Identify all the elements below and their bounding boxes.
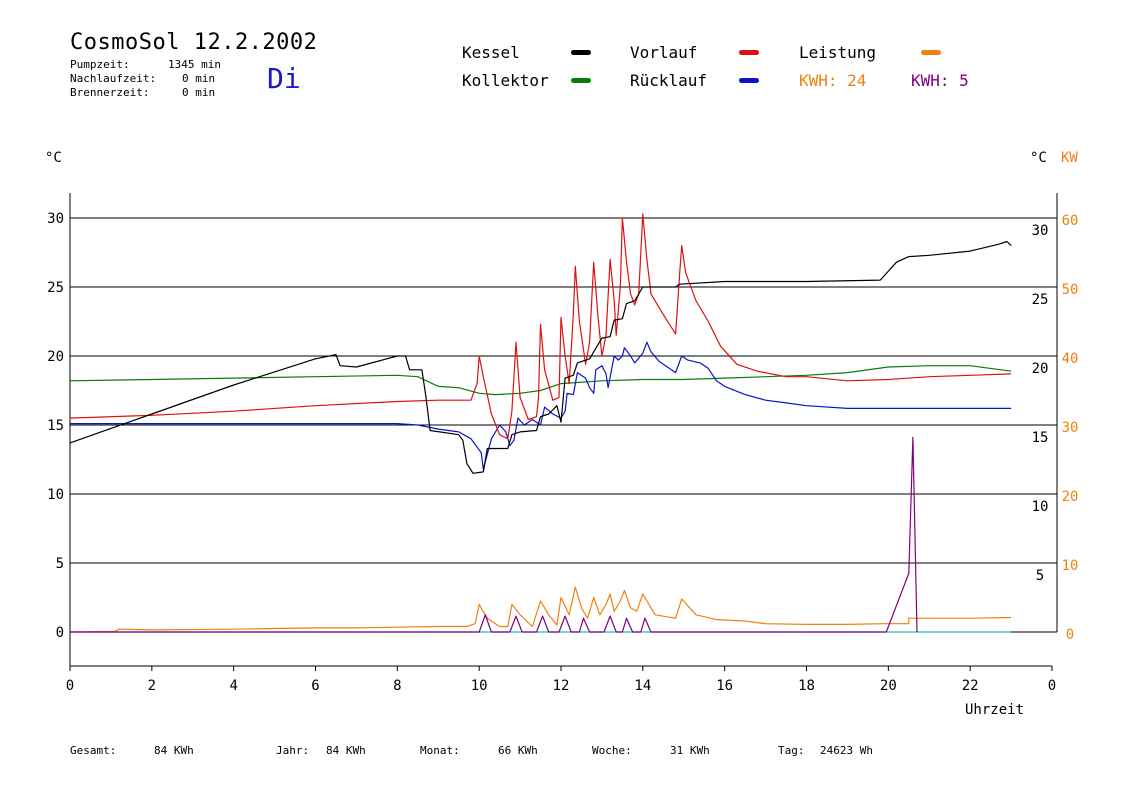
- left-tick-label: 20: [47, 349, 64, 365]
- nachlaufzeit-value: 0 min: [182, 72, 216, 85]
- legend-leistung: Leistung: [799, 43, 877, 62]
- series-line-kessel: [69, 240, 1012, 474]
- legend-kollektor: Kollektor: [462, 71, 549, 90]
- x-axis-label: Uhrzeit: [965, 702, 1025, 718]
- gesamt-label: Gesamt:: [70, 744, 117, 757]
- monat-label: Monat:: [420, 744, 460, 757]
- right-axis-unit: °C: [1030, 150, 1047, 166]
- right-temp-tick-label: 30: [1032, 223, 1049, 239]
- legend-kwh-second: KWH: 5: [911, 71, 969, 90]
- pumpzeit-label: Pumpzeit:: [70, 58, 130, 71]
- series-line-leistung: [69, 586, 1012, 633]
- right-kw-tick-label: 40: [1062, 351, 1079, 367]
- right-kw-tick-label: 30: [1062, 420, 1079, 436]
- series-line-vorlauf: [69, 213, 1012, 440]
- woche-value: 31 KWh: [670, 744, 710, 757]
- x-tick-label: 18: [798, 678, 815, 694]
- left-tick-label: 10: [47, 487, 64, 503]
- right-kw-tick-label: 60: [1062, 213, 1079, 229]
- left-tick-label: 0: [56, 625, 64, 641]
- legend-kessel-swatch: [571, 50, 591, 55]
- weekday-label: Di: [267, 62, 301, 95]
- x-tick-label: 14: [634, 678, 651, 694]
- left-axis-unit: °C: [45, 150, 62, 166]
- left-tick-label: 25: [47, 280, 64, 296]
- x-tick-label: 10: [471, 678, 488, 694]
- legend-kessel: Kessel: [462, 43, 520, 62]
- right-kw-tick-label: 0: [1066, 627, 1074, 643]
- series-line-kwh-5: [70, 436, 918, 633]
- x-tick-label: 6: [311, 678, 319, 694]
- nachlaufzeit-label: Nachlaufzeit:: [70, 72, 157, 85]
- brennerzeit-label: Brennerzeit:: [70, 86, 150, 99]
- x-tick-label: 12: [553, 678, 570, 694]
- x-tick-label: 20: [880, 678, 897, 694]
- right-kw-tick-label: 50: [1062, 282, 1079, 298]
- x-tick-label: 0: [1048, 678, 1056, 694]
- left-tick-label: 5: [56, 556, 64, 572]
- tag-label: Tag:: [778, 744, 805, 757]
- x-tick-label: 0: [66, 678, 74, 694]
- x-tick-label: 16: [716, 678, 733, 694]
- legend-ruecklauf-swatch: [739, 78, 759, 83]
- series-line-r-cklauf: [70, 341, 1012, 470]
- x-tick-label: 8: [393, 678, 401, 694]
- left-tick-label: 15: [47, 418, 64, 434]
- monat-value: 66 KWh: [498, 744, 538, 757]
- pumpzeit-value: 1345 min: [168, 58, 221, 71]
- right-temp-tick-label: 15: [1032, 430, 1049, 446]
- legend-vorlauf: Vorlauf: [630, 43, 698, 62]
- right-axis-unit-kw: KW: [1061, 150, 1078, 166]
- right-temp-tick-label: 5: [1036, 568, 1044, 584]
- legend-kollektor-swatch: [571, 78, 591, 83]
- right-temp-tick-label: 10: [1032, 499, 1049, 515]
- legend-ruecklauf: Rücklauf: [630, 71, 708, 90]
- jahr-value: 84 KWh: [326, 744, 366, 757]
- right-kw-tick-label: 20: [1062, 489, 1079, 505]
- right-kw-tick-label: 10: [1062, 558, 1079, 574]
- tag-value: 24623 Wh: [820, 744, 873, 757]
- right-temp-tick-label: 25: [1032, 292, 1049, 308]
- woche-label: Woche:: [592, 744, 632, 757]
- chart-title: CosmoSol 12.2.2002: [70, 30, 318, 55]
- legend-leistung-swatch: [921, 50, 941, 55]
- left-tick-label: 30: [47, 211, 64, 227]
- right-temp-tick-label: 20: [1032, 361, 1049, 377]
- x-tick-label: 2: [148, 678, 156, 694]
- series-line-kollektor: [69, 365, 1012, 396]
- x-tick-label: 22: [962, 678, 979, 694]
- jahr-label: Jahr:: [276, 744, 310, 757]
- gesamt-value: 84 KWh: [154, 744, 194, 757]
- x-tick-label: 4: [229, 678, 237, 694]
- legend-vorlauf-swatch: [739, 50, 759, 55]
- legend-kwh-total: KWH: 24: [799, 71, 867, 90]
- brennerzeit-value: 0 min: [182, 86, 216, 99]
